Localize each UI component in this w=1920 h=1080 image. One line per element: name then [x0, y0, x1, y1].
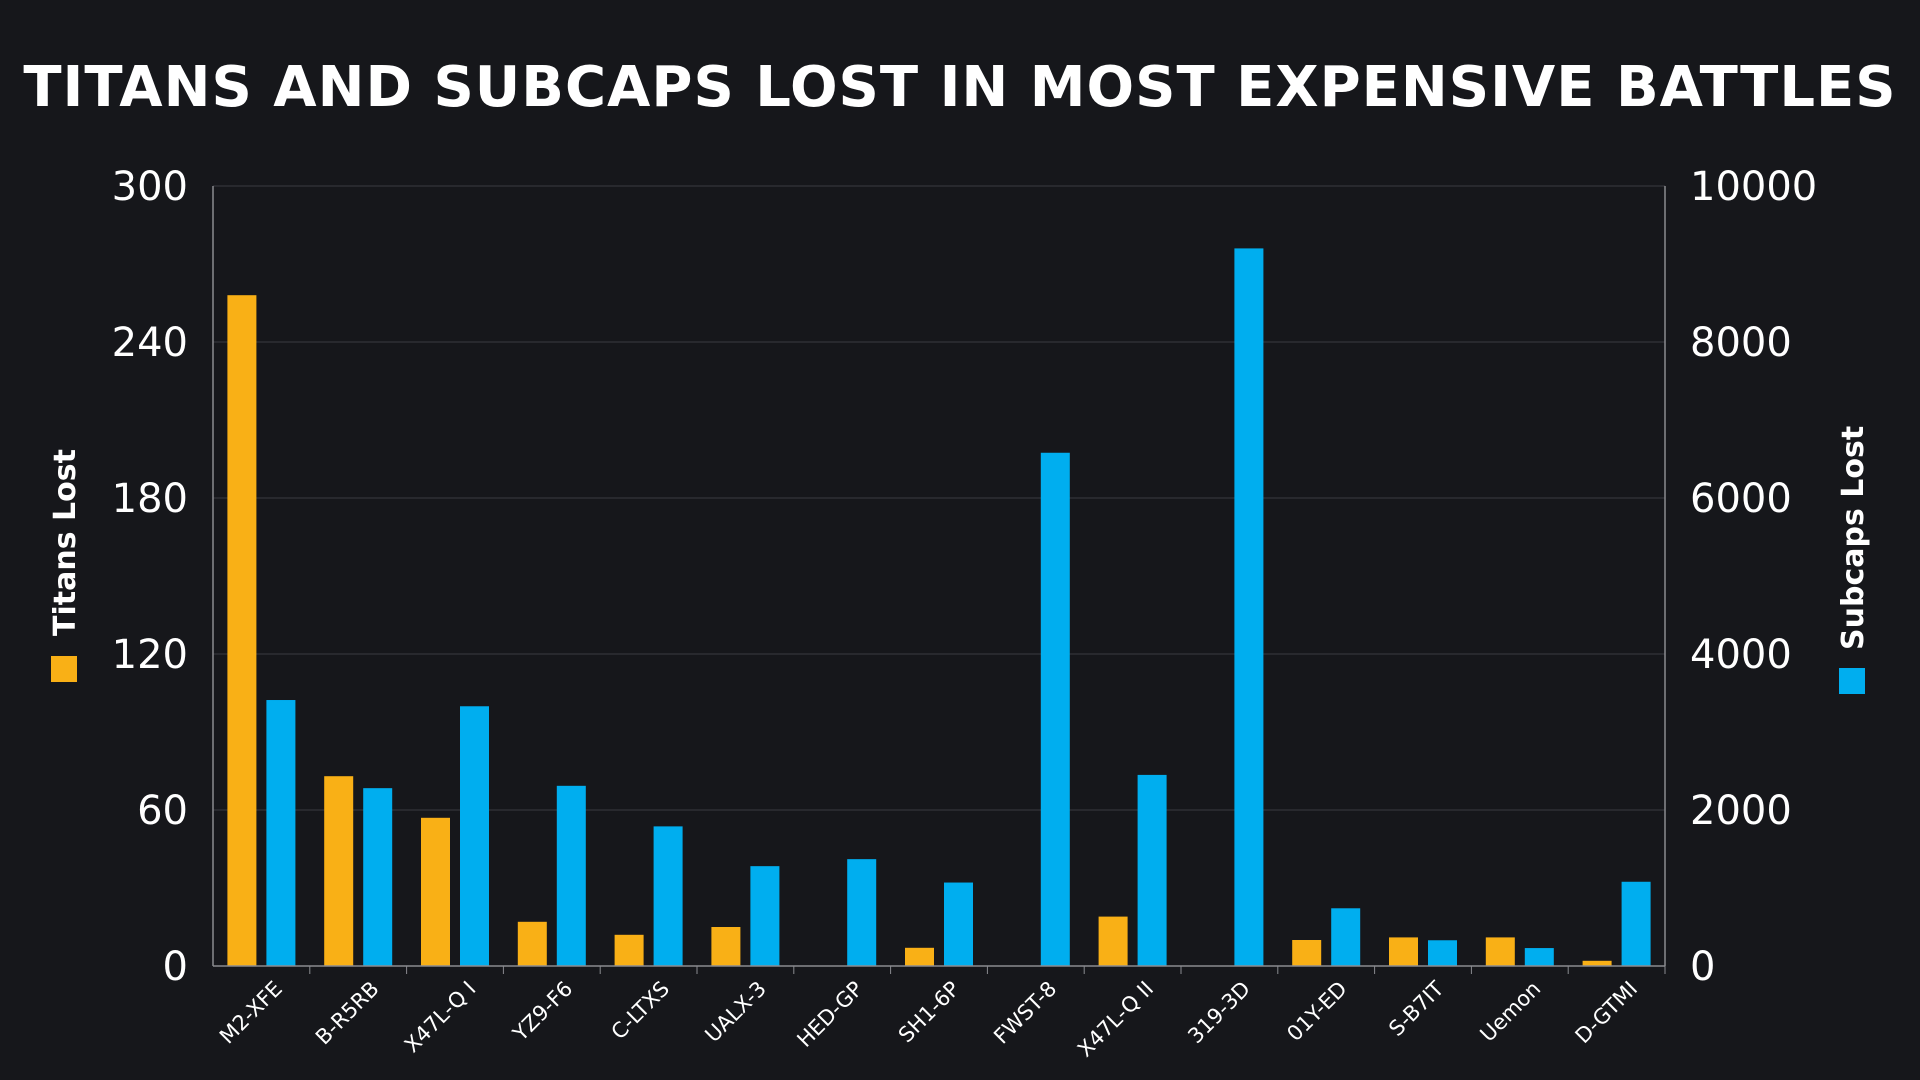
- bar-subcaps: [1524, 948, 1554, 966]
- bar-subcaps: [556, 785, 586, 966]
- bar-subcaps: [847, 859, 877, 966]
- y-tick-left: 60: [137, 788, 188, 834]
- y-tick-left: 0: [163, 944, 188, 990]
- y-tick-left: 120: [112, 632, 188, 678]
- gridlines: [213, 185, 1665, 811]
- bar-titans: [711, 927, 741, 966]
- bar-subcaps: [1137, 774, 1167, 966]
- bar-titans: [1098, 916, 1128, 966]
- bar-subcaps: [266, 700, 296, 966]
- bar-titans: [1485, 937, 1515, 966]
- y-tick-right: 10000: [1690, 164, 1817, 210]
- bar-subcaps: [1621, 881, 1651, 966]
- bar-subcaps: [1234, 248, 1264, 966]
- bar-subcaps: [460, 706, 489, 966]
- y-tick-left: 240: [112, 320, 188, 366]
- bars: [227, 248, 1651, 966]
- bar-titans: [517, 921, 547, 966]
- y-tick-right: 4000: [1690, 632, 1792, 678]
- bar-titans: [1292, 940, 1322, 966]
- bar-titans: [421, 817, 450, 966]
- bar-subcaps: [1040, 452, 1070, 966]
- bar-subcaps: [750, 866, 780, 966]
- bar-subcaps: [653, 826, 683, 966]
- axes: [212, 186, 1666, 974]
- bar-titans: [324, 776, 354, 966]
- y-tick-left: 180: [112, 476, 188, 522]
- legend-swatch-subcaps: [1839, 668, 1865, 694]
- bar-subcaps: [363, 788, 393, 966]
- bar-titans: [227, 295, 257, 966]
- bar-titans: [1389, 937, 1418, 966]
- y-axis-title-left: Titans Lost: [48, 449, 83, 636]
- bar-titans: [614, 934, 644, 966]
- y-tick-right: 2000: [1690, 788, 1792, 834]
- bar-titans: [905, 947, 934, 966]
- bar-titans: [1582, 960, 1612, 966]
- bar-subcaps: [1331, 908, 1361, 966]
- y-tick-right: 6000: [1690, 476, 1792, 522]
- legend-swatch-titans: [51, 656, 77, 682]
- y-tick-right: 8000: [1690, 320, 1792, 366]
- chart-title: TITANS AND SUBCAPS LOST IN MOST EXPENSIV…: [23, 55, 1896, 120]
- bar-subcaps: [1428, 940, 1457, 966]
- y-tick-right: 0: [1690, 944, 1715, 990]
- bar-subcaps: [944, 882, 973, 966]
- y-axis-title-right: Subcaps Lost: [1836, 426, 1871, 650]
- y-tick-left: 300: [112, 164, 188, 210]
